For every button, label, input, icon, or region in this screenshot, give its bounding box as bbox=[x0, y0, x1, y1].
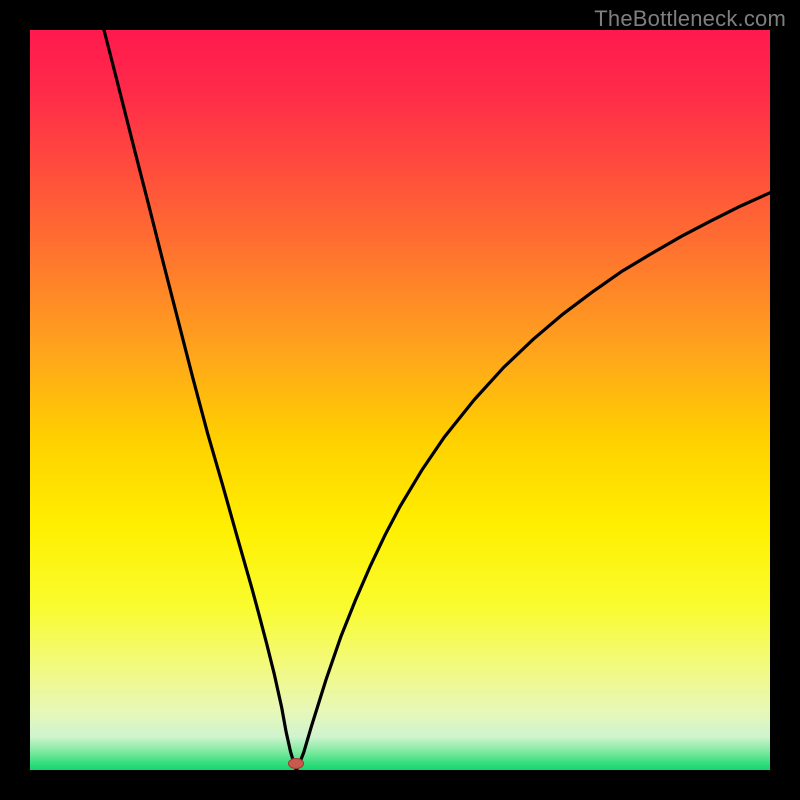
bottleneck-curve-right bbox=[296, 193, 770, 770]
curve-layer bbox=[30, 30, 770, 770]
bottleneck-curve-left bbox=[104, 30, 296, 770]
watermark-text: TheBottleneck.com bbox=[594, 6, 786, 32]
chart-frame: TheBottleneck.com bbox=[0, 0, 800, 800]
plot-area bbox=[30, 30, 770, 770]
